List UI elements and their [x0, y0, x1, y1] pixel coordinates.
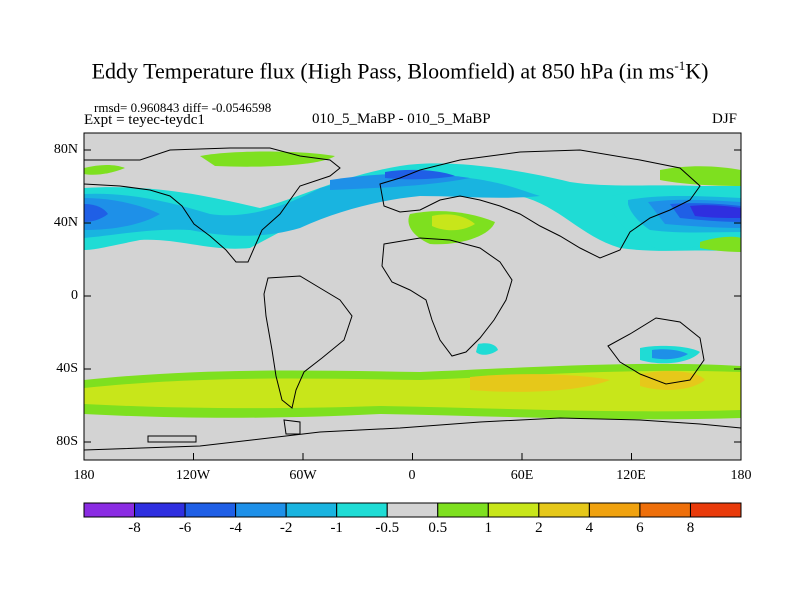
antarctic-shelf — [147, 435, 197, 443]
lon-label-60w: 60W — [289, 468, 317, 483]
north-green-blob-5 — [84, 165, 125, 175]
colorbar-box — [639, 502, 691, 518]
south-cyan-blob-3 — [476, 343, 498, 355]
colorbar-label: 8 — [686, 520, 695, 536]
north-green-blob-4 — [700, 236, 741, 252]
shading-layer — [84, 151, 741, 420]
colorbar-label: 1 — [484, 520, 493, 536]
lon-label-60e: 60E — [510, 468, 534, 483]
colorbar-label: -0.5 — [375, 520, 400, 536]
australia-coast — [607, 317, 705, 385]
colorbar-label: -6 — [178, 520, 192, 536]
colorbar-box — [538, 502, 590, 518]
lon-label-0: 0 — [408, 468, 416, 483]
north-yellow-blob — [432, 214, 475, 231]
north-band-cyan — [84, 175, 540, 238]
colorbar-label: -8 — [128, 520, 141, 536]
season-label: DJF — [712, 111, 738, 127]
colorbar-box — [588, 502, 641, 518]
colorbar-label: -4 — [229, 520, 242, 536]
colorbar-box — [285, 502, 338, 518]
colorbar-box — [487, 502, 540, 518]
lon-label-180e: 180 — [730, 468, 752, 483]
lat-label-0: 0 — [71, 288, 78, 303]
colorbar — [83, 502, 742, 518]
north-green-blob-1 — [200, 151, 335, 167]
north-band-darkblue-1 — [84, 204, 108, 222]
colorbar-box — [437, 502, 489, 518]
tierra-del-fuego — [283, 419, 301, 435]
figure-title: Eddy Temperature flux (High Pass, Bloomf… — [91, 58, 709, 84]
colorbar-box — [336, 502, 388, 518]
africa-coast — [381, 237, 513, 357]
north-band-blue — [84, 198, 160, 230]
colorbar-label: 6 — [636, 520, 644, 536]
lat-label-40s: 40S — [56, 361, 78, 376]
lat-tick-marks — [84, 149, 741, 443]
colorbar-box — [83, 502, 136, 518]
north-green-blob-3 — [660, 166, 741, 186]
lat-label-80s: 80S — [56, 434, 78, 449]
colorbar-box — [134, 502, 186, 518]
lon-label-120w: 120W — [175, 468, 211, 483]
south-band-orange-2 — [640, 371, 705, 390]
center-subtitle: 010_5_MaBP - 010_5_MaBP — [312, 111, 491, 127]
colorbar-label: 2 — [535, 520, 543, 536]
colorbar-box — [184, 502, 237, 518]
lon-tick-marks — [83, 453, 742, 460]
south-cyan-blob-2 — [652, 349, 688, 360]
experiment-label: Expt = teyec-teydc1 — [84, 112, 205, 128]
colorbar-label: -2 — [279, 520, 293, 536]
south-band-orange-1 — [470, 374, 610, 392]
pacific-east-purple — [690, 205, 741, 218]
colorbar-label: -1 — [330, 520, 343, 536]
colorbar-label: 4 — [585, 520, 594, 536]
colorbar-label: 0.5 — [428, 520, 448, 536]
south-america-coast — [263, 275, 353, 409]
colorbar-box — [689, 502, 742, 518]
colorbar-box — [386, 502, 439, 518]
antarctica-coast — [84, 417, 741, 451]
colorbar-box — [235, 502, 287, 518]
eurasia-coast — [379, 149, 701, 259]
stats-label: rmsd= 0.960843 diff= -0.0546598 — [94, 100, 272, 115]
lon-label-180w: 180 — [73, 468, 95, 483]
lat-label-80n: 80N — [53, 142, 78, 157]
coastlines — [84, 147, 741, 451]
lat-label-40n: 40N — [53, 215, 78, 230]
north-america-coast — [84, 147, 341, 263]
lon-label-120e: 120E — [616, 468, 646, 483]
